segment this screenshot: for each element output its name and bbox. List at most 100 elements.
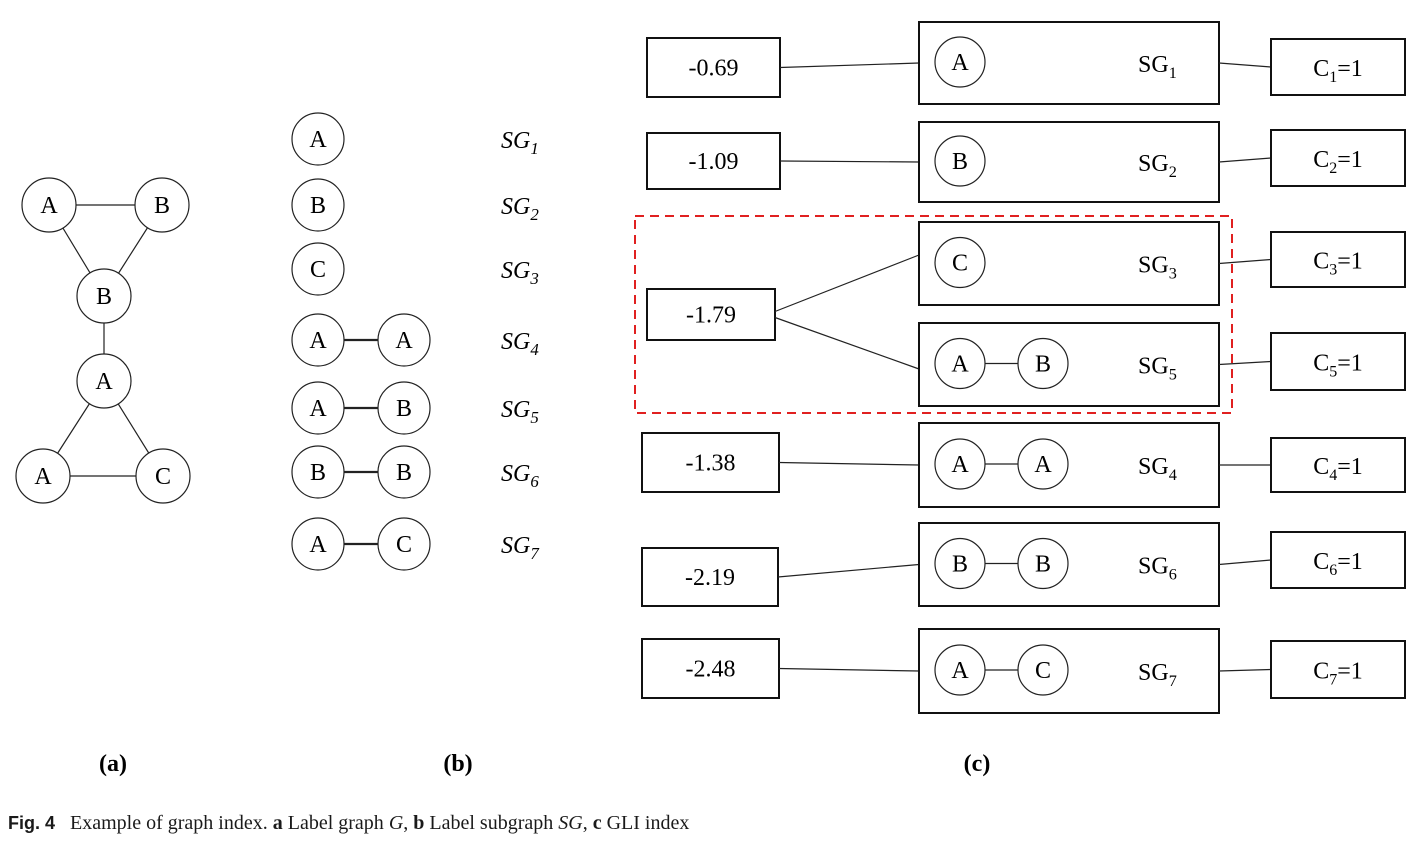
subgraph-node: A [934,644,986,696]
subgraph-name: SG7 [501,533,540,563]
key-box [646,288,776,341]
subgraph-name: SG3 [1138,253,1177,283]
subgraph-node: A [377,313,431,367]
node-label: A [951,658,969,684]
count-prefix: C [1313,56,1329,82]
subgraph-name: SG6 [1138,554,1177,584]
key-value: -1.79 [686,303,736,329]
node-label: A [95,369,113,395]
subgraph-node: A [1017,438,1069,490]
subgraph-row-2: B SG2 [291,178,539,232]
subgraph-node: B [377,381,431,435]
subgraph-node: C [1017,644,1069,696]
index-key-0: -0.69 [646,37,781,98]
sg-prefix: SG [501,461,530,487]
sg-subscript: 6 [1169,566,1177,584]
node-circle [135,448,191,504]
node-label: C [952,251,968,277]
caption-text: Example of graph index. [70,812,268,834]
node-circle [134,177,190,233]
subgraph-node: A [934,438,986,490]
sg-prefix: SG [1138,52,1169,78]
node-circle [291,242,345,296]
count-value-text: =1 [1337,249,1363,275]
node-label: B [310,460,326,486]
count-value: C7=1 [1313,659,1363,689]
sg-subscript: 5 [530,408,538,427]
key-box [646,37,781,98]
sg-subscript: 7 [1169,672,1177,690]
sg-subscript: 3 [1169,265,1177,283]
node-label: A [309,328,327,354]
node-label: B [1035,352,1051,378]
index-entry-sg5: A B SG5 C5=1 [774,316,1406,407]
node-circle [934,36,986,88]
count-value: C3=1 [1313,249,1363,279]
key-value: -0.69 [689,56,739,82]
sg-subscript: 6 [530,472,539,491]
key-link [777,563,920,578]
index-entry-sg7: A C SG7 C7=1 [778,628,1406,714]
key-link [778,667,920,672]
panel-labels: (a) (b) (c) [99,751,990,777]
sg-prefix: SG [501,194,530,220]
subgraph-node: A [934,36,986,88]
subgraph-node: B [934,135,986,187]
key-value: -2.48 [686,657,736,683]
subgraph-name: SG3 [501,258,539,288]
node-label: A [309,532,327,558]
count-subscript: 5 [1329,364,1337,381]
sg-subscript: 2 [1169,163,1177,181]
subgraph-node: B [934,537,986,590]
count-box [1270,332,1406,391]
caption-a-var: G [388,812,404,834]
node-circle [291,517,345,571]
count-link [1218,360,1272,366]
subgraph-name: SG2 [501,194,539,224]
key-value: -1.38 [686,451,736,477]
subgraph-node: A [291,313,345,367]
node-circle [377,445,431,499]
panel-label-c: (c) [964,751,991,777]
subgraph-name: SG5 [501,397,539,427]
node-circle [1017,337,1069,390]
subgraph-node: A [291,517,345,571]
node-label: B [396,396,412,422]
sg-prefix: SG [501,258,530,284]
subgraph-row-5: A B SG5 [291,381,539,435]
sg-prefix: SG [1138,253,1169,279]
key-link [779,160,920,163]
count-value: C4=1 [1313,454,1363,484]
graph-node-a5: A [15,448,71,504]
sg-subscript: 5 [1169,366,1177,384]
sg-subscript: 1 [530,139,538,158]
index-key-2: -1.79 [646,288,776,341]
node-circle [1017,537,1069,590]
node-circle [934,438,986,490]
node-label: A [34,464,52,490]
subgraph-name: SG5 [1138,354,1177,384]
sg-prefix: SG [501,533,530,559]
subgraph-row-3: C SG3 [291,242,539,296]
subgraph-row-1: A SG1 [291,112,539,166]
graph-node-a3: B [76,268,132,324]
index-entry-sg3: C SG3 C3=1 [774,221,1406,313]
count-box [1270,129,1406,187]
count-subscript: 2 [1329,160,1337,177]
node-label: B [96,284,112,310]
node-label: B [310,193,326,219]
key-link [774,254,920,313]
subgraph-name: SG1 [1138,52,1177,82]
sg-subscript: 4 [530,340,539,359]
subgraph-node: A [291,381,345,435]
index-entry-sg1: A SG1 C1=1 [779,21,1406,105]
subgraph-row-4: A A SG4 [291,313,539,367]
node-label: A [395,328,413,354]
node-circle [21,177,77,233]
subgraph-node: C [291,242,345,296]
index-entry-sg2: B SG2 C2=1 [779,121,1406,203]
index-entry-sg6: B B SG6 C6=1 [777,522,1406,607]
count-box [1270,38,1406,96]
subgraph-node: A [291,112,345,166]
count-value-text: =1 [1337,454,1363,480]
